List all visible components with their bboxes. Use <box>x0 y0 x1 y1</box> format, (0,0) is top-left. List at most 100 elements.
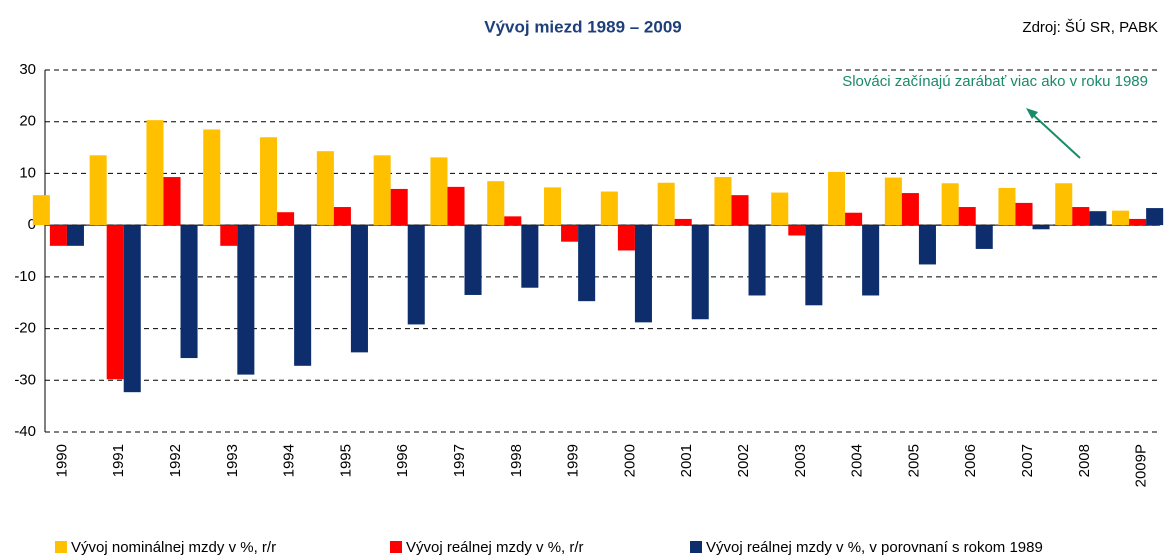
bar <box>975 225 993 249</box>
x-tick-label: 2003 <box>792 444 809 477</box>
bar <box>504 216 522 226</box>
bar <box>828 171 846 226</box>
x-tick-label: 2000 <box>621 444 638 477</box>
bar <box>617 225 635 251</box>
bar <box>561 225 579 242</box>
bar <box>333 207 351 226</box>
y-tick-label: 20 <box>19 113 36 130</box>
x-tick-label: 1993 <box>224 444 241 477</box>
bar <box>373 155 391 226</box>
bar <box>521 225 539 288</box>
bar <box>1112 210 1130 226</box>
bar <box>1032 225 1050 230</box>
x-tick-label: 1995 <box>337 444 354 477</box>
bar <box>634 225 652 323</box>
legend-label: Vývoj nominálnej mzdy v %, r/r <box>71 539 276 556</box>
x-tick-label: 2005 <box>905 444 922 477</box>
x-tick-label: 2001 <box>678 444 695 477</box>
y-tick-label: -10 <box>14 268 36 285</box>
bar <box>49 225 67 246</box>
bar <box>805 225 823 306</box>
bar <box>901 193 919 226</box>
bar <box>487 181 505 226</box>
y-tick-label: -30 <box>14 371 36 388</box>
bar <box>447 186 465 226</box>
y-tick-label: 30 <box>19 61 36 78</box>
x-tick-label: 1994 <box>281 444 298 477</box>
annotation-arrow <box>1029 111 1081 159</box>
bar <box>771 192 789 226</box>
bar <box>674 218 692 226</box>
bar <box>32 195 50 226</box>
legend-swatch <box>55 541 67 553</box>
x-tick-label: 2007 <box>1019 444 1036 477</box>
x-tick-label: 1990 <box>53 444 70 477</box>
bar <box>578 225 596 302</box>
bar <box>544 187 562 226</box>
bar <box>146 120 164 226</box>
bar <box>430 157 448 226</box>
bar <box>600 191 618 226</box>
bar <box>1072 207 1090 226</box>
bar <box>66 225 84 246</box>
bar <box>958 207 976 226</box>
legend-swatch <box>390 541 402 553</box>
bar <box>941 183 959 226</box>
bar <box>884 177 902 226</box>
bar <box>731 195 749 226</box>
x-tick-label: 2004 <box>849 444 866 477</box>
bar <box>788 225 806 236</box>
arrow-head <box>1026 108 1038 119</box>
bar <box>845 212 863 226</box>
bar <box>350 225 368 353</box>
bar <box>163 177 181 226</box>
x-tick-label: 2006 <box>962 444 979 477</box>
bar <box>220 225 238 246</box>
bar <box>1055 183 1073 226</box>
bar <box>237 225 255 375</box>
bar <box>464 225 482 295</box>
bar <box>714 177 732 226</box>
y-tick-label: 10 <box>19 164 36 181</box>
legend-label: Vývoj reálnej mzdy v %, r/r <box>406 539 584 556</box>
bar <box>390 188 408 226</box>
bar <box>862 225 880 296</box>
bar <box>123 225 141 393</box>
x-tick-label: 1998 <box>508 444 525 477</box>
bar <box>918 225 936 265</box>
x-tick-label: 1999 <box>565 444 582 477</box>
x-tick-label: 2008 <box>1076 444 1093 477</box>
x-tick-label: 1996 <box>394 444 411 477</box>
bar <box>180 225 198 359</box>
bar <box>1015 202 1033 226</box>
bar <box>260 137 278 226</box>
bar <box>89 155 107 226</box>
x-tick-label: 2002 <box>735 444 752 477</box>
annotation: Slováci začínajú zarábať viac ako v roku… <box>842 73 1148 90</box>
y-tick-label: -20 <box>14 320 36 337</box>
bar <box>203 129 221 226</box>
x-tick-label: 2009P <box>1133 444 1150 487</box>
bar <box>294 225 312 366</box>
bar <box>407 225 425 325</box>
bar <box>748 225 766 296</box>
bar <box>277 212 295 226</box>
bar <box>691 225 709 320</box>
y-tick-label: -40 <box>14 423 36 440</box>
bar <box>316 151 334 226</box>
bar <box>1129 218 1147 226</box>
y-tick-label: 0 <box>28 216 36 233</box>
source: Zdroj: ŠÚ SR, PABK <box>1022 19 1158 36</box>
bar <box>998 187 1016 226</box>
legend-swatch <box>690 541 702 553</box>
chart-title: Vývoj miezd 1989 – 2009 <box>484 17 682 36</box>
bar <box>1089 211 1107 226</box>
x-tick-label: 1992 <box>167 444 184 477</box>
legend-label: Vývoj reálnej mzdy v %, v porovnaní s ro… <box>706 539 1043 556</box>
x-tick-label: 1997 <box>451 444 468 477</box>
bar <box>106 225 124 380</box>
bar <box>657 182 675 226</box>
x-tick-label: 1991 <box>110 444 127 477</box>
bar <box>1146 208 1164 226</box>
